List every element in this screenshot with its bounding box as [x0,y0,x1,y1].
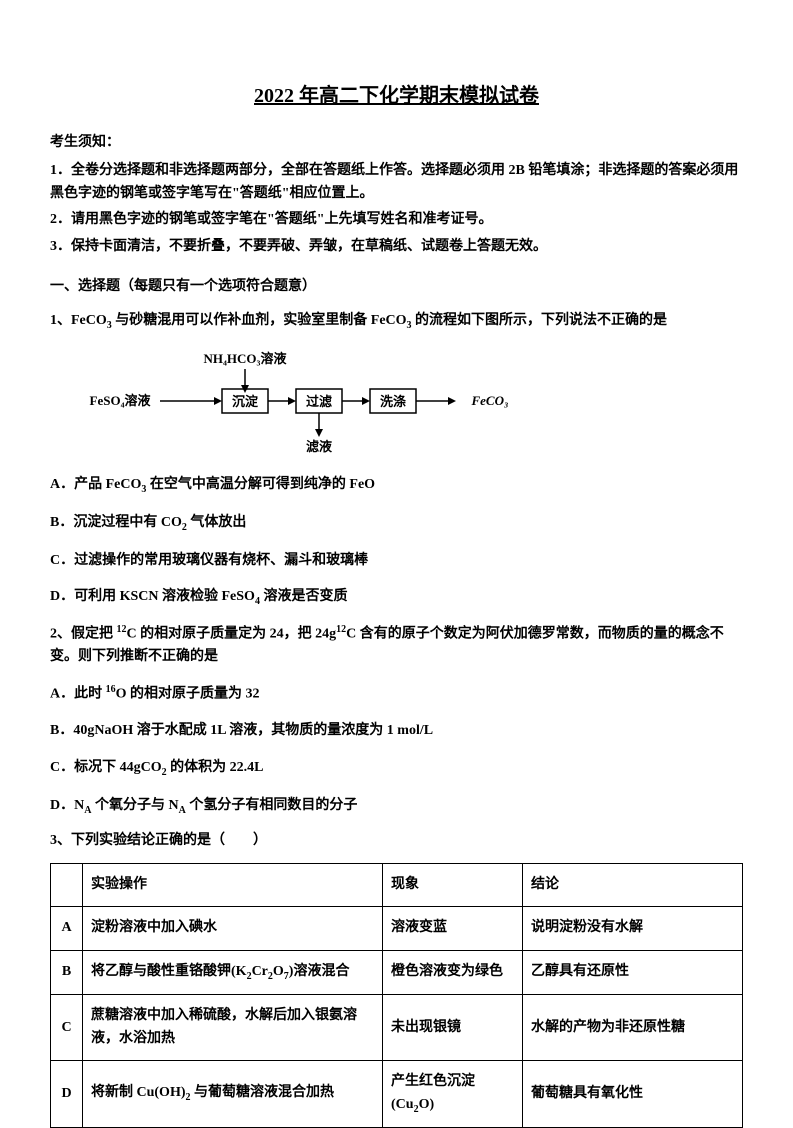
td-op-d-b: 与葡萄糖溶液混合加热 [191,1085,335,1100]
td-con: 说明淀粉没有水解 [523,907,743,950]
td-op-d-a: 将新制 Cu(OH) [91,1085,186,1100]
th-ph: 现象 [383,863,523,906]
q2-opt-d-a: D．N [50,798,84,813]
q3-stem: 3、下列实验结论正确的是（ ） [50,830,743,852]
td-con: 水解的产物为非还原性糖 [523,995,743,1061]
table-row: B 将乙醇与酸性重铬酸钾(K2Cr2O7)溶液混合 橙色溶液变为绿色 乙醇具有还… [51,950,743,995]
sub-a: A [179,804,186,815]
td-ph-d-b: O) [419,1097,435,1112]
q2-stem-a: 2、假定把 [50,627,117,642]
td-op: 淀粉溶液中加入碘水 [83,907,383,950]
q2-opt-c-b: 的体积为 22.4L [167,760,264,775]
td-idx: C [51,995,83,1061]
td-op-b-d: )溶液混合 [289,964,350,979]
q2-opt-d-b: 个氧分子与 N [91,798,178,813]
q1-opt-b-b: 气体放出 [187,515,247,530]
td-op: 将新制 Cu(OH)2 与葡萄糖溶液混合加热 [83,1061,383,1128]
q1-opt-b-a: B．沉淀过程中有 CO [50,515,182,530]
table-row: A 淀粉溶液中加入碘水 溶液变蓝 说明淀粉没有水解 [51,907,743,950]
q1-opt-d-a: D．可利用 KSCN 溶液检验 FeSO [50,589,255,604]
th-con: 结论 [523,863,743,906]
td-op: 蔗糖溶液中加入稀硫酸，水解后加入银氨溶液，水浴加热 [83,995,383,1061]
table-row: D 将新制 Cu(OH)2 与葡萄糖溶液混合加热 产生红色沉淀(Cu2O) 葡萄… [51,1061,743,1128]
th-op: 实验操作 [83,863,383,906]
q2-opt-a: A．此时 16O 的相对原子质量为 32 [50,682,743,706]
th-blank [51,863,83,906]
sup-12: 12 [117,624,127,635]
notice-2: 2．请用黑色字迹的钢笔或签字笔在"答题纸"上先填写姓名和准考证号。 [50,209,743,231]
q2-opt-d: D．NA 个氧分子与 NA 个氢分子有相同数目的分子 [50,795,743,819]
q1-opt-d: D．可利用 KSCN 溶液检验 FeSO4 溶液是否变质 [50,586,743,610]
q1-opt-a-a: A．产品 FeCO [50,477,141,492]
section-a-title: 一、选择题（每题只有一个选项符合题意） [50,276,743,298]
q2-stem-b: C 的相对原子质量定为 24，把 24g [127,627,337,642]
q2-opt-a-b: O 的相对原子质量为 32 [116,687,260,702]
td-ph: 橙色溶液变为绿色 [383,950,523,995]
td-con: 葡萄糖具有氧化性 [523,1061,743,1128]
notice-3: 3．保持卡面清洁，不要折叠，不要弄破、弄皱，在草稿纸、试题卷上答题无效。 [50,236,743,258]
table-header-row: 实验操作 现象 结论 [51,863,743,906]
q1-stem-b: 与砂糖混用可以作补血剂，实验室里制备 FeCO [112,313,407,328]
q2-opt-c-a: C．标况下 44gCO [50,760,162,775]
q1-stem-a: 1、FeCO [50,313,107,328]
page-title: 2022 年高二下化学期末模拟试卷 [50,80,743,112]
td-op-b-c: O [273,964,284,979]
td-con: 乙醇具有还原性 [523,950,743,995]
td-op: 将乙醇与酸性重铬酸钾(K2Cr2O7)溶液混合 [83,950,383,995]
td-ph: 产生红色沉淀(Cu2O) [383,1061,523,1128]
td-op-b-b: Cr [252,964,268,979]
q1-stem-c: 的流程如下图所示，下列说法不正确的是 [412,313,668,328]
q2-opt-c: C．标况下 44gCO2 的体积为 22.4L [50,757,743,781]
q1-opt-d-b: 溶液是否变质 [260,589,348,604]
q1-opt-a: A．产品 FeCO3 在空气中高温分解可得到纯净的 FeO [50,474,743,498]
flow-input-label: FeSO₄溶液 [90,393,151,408]
flow-top-label: NH₄HCO₃溶液 [204,351,287,366]
table-row: C 蔗糖溶液中加入稀硫酸，水解后加入银氨溶液，水浴加热 未出现银镜 水解的产物为… [51,995,743,1061]
flow-box1: 沉淀 [232,394,259,409]
q2-opt-b: B．40gNaOH 溶于水配成 1L 溶液，其物质的量浓度为 1 mol/L [50,720,743,742]
td-idx: A [51,907,83,950]
flow-output-label: FeCO₃ [470,393,508,408]
q2-opt-d-c: 个氢分子有相同数目的分子 [186,798,358,813]
q1-opt-a-b: 在空气中高温分解可得到纯净的 FeO [146,477,375,492]
td-op-b-a: 将乙醇与酸性重铬酸钾(K [91,964,247,979]
flow-bottom-label: 滤液 [306,439,332,454]
q1-stem: 1、FeCO3 与砂糖混用可以作补血剂，实验室里制备 FeCO3 的流程如下图所… [50,310,743,334]
flow-box2: 过滤 [306,394,332,409]
q1-opt-b: B．沉淀过程中有 CO2 气体放出 [50,512,743,536]
q1-flowchart: NH₄HCO₃溶液 FeSO₄溶液 沉淀 过滤 滤液 洗涤 FeCO₃ [80,349,743,459]
flow-box3: 洗涤 [380,394,406,409]
notice-1: 1．全卷分选择题和非选择题两部分，全部在答题纸上作答。选择题必须用 2B 铅笔填… [50,160,743,205]
sup-16: 16 [106,684,116,695]
q3-table: 实验操作 现象 结论 A 淀粉溶液中加入碘水 溶液变蓝 说明淀粉没有水解 B 将… [50,863,743,1128]
q2-stem: 2、假定把 12C 的相对原子质量定为 24，把 24g12C 含有的原子个数定… [50,622,743,668]
td-ph: 未出现银镜 [383,995,523,1061]
td-ph: 溶液变蓝 [383,907,523,950]
td-idx: D [51,1061,83,1128]
q1-opt-c: C．过滤操作的常用玻璃仪器有烧杯、漏斗和玻璃棒 [50,550,743,572]
sup-12: 12 [336,624,346,635]
td-idx: B [51,950,83,995]
notice-heading: 考生须知： [50,132,743,154]
q2-opt-a-a: A．此时 [50,687,106,702]
